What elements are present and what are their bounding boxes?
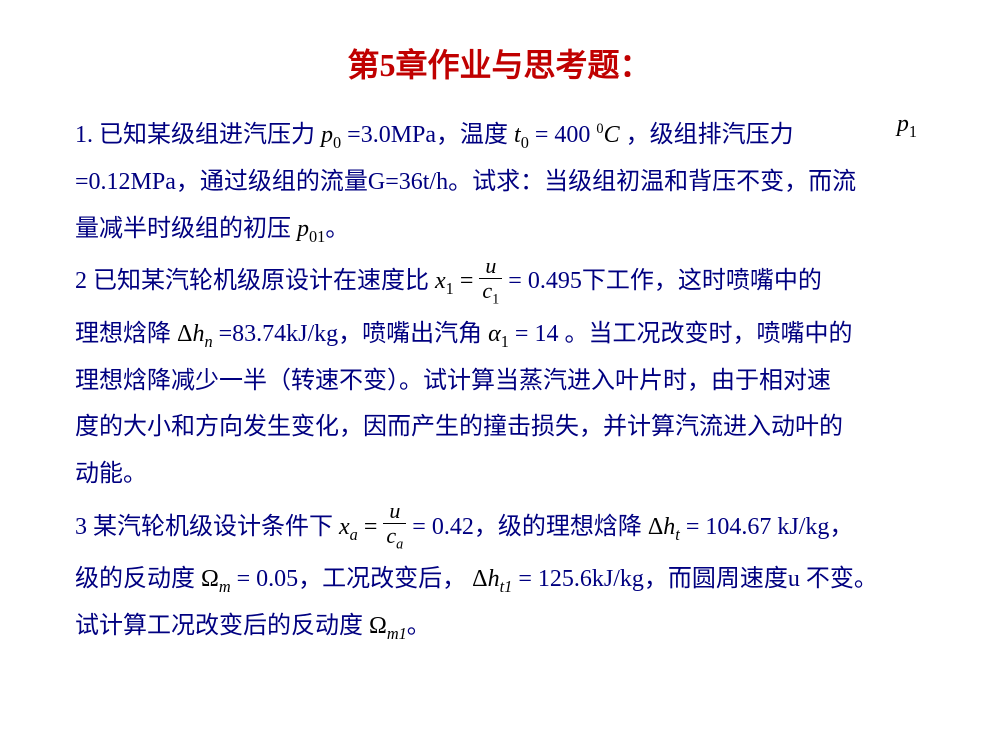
q3-omega-m1: Ωm1 [369, 613, 407, 639]
q3-xa: xa [339, 514, 358, 540]
q2-fraction: u c1 [479, 255, 502, 307]
q2-eq: = [460, 268, 480, 294]
q2-x1: x1 [435, 268, 454, 294]
q3-text-2: = 0.42，级的理想焓降 [412, 514, 648, 540]
q1-line2: =0.12MPa，通过级组的流量G=36t/h。试求：当级组初温和背压不变，而流 [75, 169, 856, 195]
q3-line3a: 试计算工况改变后的反动度 [75, 613, 369, 639]
question-3: 3 某汽轮机级设计条件下 xa = u ca = 0.42，级的理想焓降 Δht… [75, 502, 924, 648]
q1-text-4: ，级组排汽压力 [626, 122, 794, 148]
q2-line2c: = 14 。当工况改变时，喷嘴中的 [515, 321, 853, 347]
q1-text-3: = 400 [535, 122, 597, 148]
q3-delta-ht1: Δht1 [472, 566, 512, 592]
q1-p0: p0 [321, 122, 341, 148]
q3-line2c: = 125.6kJ/kg，而圆周速度u 不变。 [518, 566, 878, 592]
q2-text-2: = 0.495下工作，这时喷嘴中的 [508, 268, 822, 294]
q1-line3a: 量减半时级组的初压 [75, 216, 297, 242]
q3-line2b: = 0.05，工况改变后， [237, 566, 467, 592]
q3-fraction: u ca [383, 500, 406, 552]
q1-p1: p1 [897, 103, 917, 146]
q1-p01: p01 [297, 216, 325, 242]
question-2: 2 已知某汽轮机级原设计在速度比 x1 = u c1 = 0.495下工作，这时… [75, 256, 924, 495]
question-1: 1. 已知某级组进汽压力 p0 =3.0MPa，温度 t0 = 400 0C ，… [75, 114, 924, 250]
q3-delta-ht: Δht [648, 514, 680, 540]
q3-omega-m: Ωm [201, 566, 231, 592]
q1-degC: 0C [596, 122, 619, 148]
q3-line2a: 级的反动度 [75, 566, 201, 592]
q3-period: 。 [407, 613, 431, 639]
q2-alpha1: α1 [488, 321, 509, 347]
q2-text-1: 2 已知某汽轮机级原设计在速度比 [75, 268, 435, 294]
q1-text-2: =3.0MPa，温度 [347, 122, 514, 148]
q2-line2b: =83.74kJ/kg，喷嘴出汽角 [219, 321, 489, 347]
page-title: 第5章作业与思考题： [75, 40, 924, 86]
q3-text-3: = 104.67 kJ/kg， [686, 514, 854, 540]
q2-delta-hn: Δhn [177, 321, 213, 347]
q2-line4: 度的大小和方向发生变化，因而产生的撞击损失，并计算汽流进入动叶的 [75, 406, 924, 449]
q2-line3: 理想焓降减少一半（转速不变）。试计算当蒸汽进入叶片时，由于相对速 [75, 360, 924, 403]
q3-eq: = [364, 514, 384, 540]
q1-t0: t0 [514, 122, 529, 148]
q3-text-1: 3 某汽轮机级设计条件下 [75, 514, 339, 540]
q1-period: 。 [325, 216, 349, 242]
q2-line5: 动能。 [75, 453, 924, 496]
q1-text-1: 1. 已知某级组进汽压力 [75, 122, 321, 148]
q2-line2a: 理想焓降 [75, 321, 177, 347]
